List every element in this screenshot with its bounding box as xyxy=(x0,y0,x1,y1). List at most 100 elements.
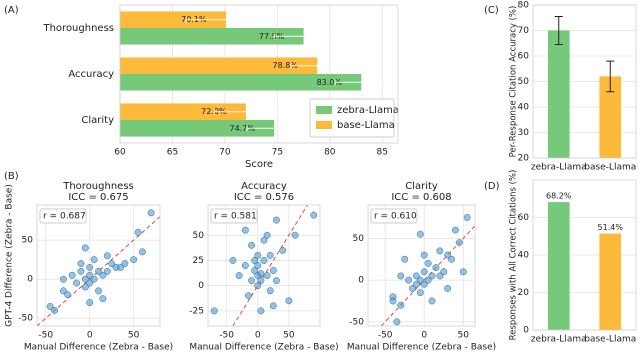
bar xyxy=(547,30,570,158)
error-bar xyxy=(606,60,615,93)
point xyxy=(272,277,280,285)
y-tick-label: 20 xyxy=(518,288,530,298)
point xyxy=(68,271,76,279)
point xyxy=(463,214,471,221)
panel-label: (B) xyxy=(4,171,19,182)
point xyxy=(272,216,280,224)
point xyxy=(103,267,111,275)
point xyxy=(416,276,424,284)
y-tick-label: 50 xyxy=(22,236,34,246)
x-tick-label: -50 xyxy=(38,331,53,341)
point xyxy=(260,236,268,244)
annotation: r = 0.687 xyxy=(43,212,86,222)
point xyxy=(416,230,424,238)
y-axis-label: GPT-4 Difference (Zebra - Base) xyxy=(5,184,15,327)
chart-subtitle: ICC = 0.576 xyxy=(234,192,294,203)
bar xyxy=(120,11,226,29)
value-label: 74.7% xyxy=(230,124,256,133)
bar xyxy=(120,74,362,91)
point xyxy=(432,264,440,272)
y-tick-label: -50 xyxy=(349,317,364,327)
value-label: 68.2% xyxy=(546,192,572,201)
point xyxy=(210,307,218,315)
point xyxy=(95,267,102,275)
value-label: 83.0% xyxy=(317,78,343,87)
x-tick-label: 80 xyxy=(324,148,336,158)
point xyxy=(393,318,401,326)
x-tick-label: 65 xyxy=(167,148,178,158)
point xyxy=(428,297,436,305)
point xyxy=(401,255,409,263)
x-tick-label: -50 xyxy=(219,331,234,341)
category-label: Thoroughness xyxy=(42,23,114,34)
x-tick-label: zebra-Llama xyxy=(531,163,587,173)
point xyxy=(397,301,405,309)
x-axis-label: Manual Difference (Zebra - Base) xyxy=(189,343,338,353)
x-tick-label: 0 xyxy=(255,331,261,341)
point xyxy=(86,299,94,307)
point xyxy=(130,256,138,264)
point xyxy=(121,260,129,267)
point xyxy=(269,302,277,310)
point xyxy=(412,272,420,280)
error-bar xyxy=(213,108,278,115)
point xyxy=(138,248,146,256)
point xyxy=(99,271,107,279)
point xyxy=(59,287,67,295)
x-tick-label: 0 xyxy=(87,331,93,341)
bar xyxy=(599,76,622,158)
y-tick-label: 0 xyxy=(198,281,204,291)
value-label: 51.4% xyxy=(598,223,624,232)
y-tick-label: 0 xyxy=(358,276,364,286)
category-label: Clarity xyxy=(81,115,114,126)
point xyxy=(424,259,432,267)
point xyxy=(263,272,271,280)
point xyxy=(420,268,428,276)
point xyxy=(397,272,405,280)
bar xyxy=(120,120,275,137)
point xyxy=(59,275,67,283)
point xyxy=(86,279,94,287)
x-tick-label: base-Llama xyxy=(584,335,636,345)
point xyxy=(147,209,155,217)
bar xyxy=(120,28,304,45)
point xyxy=(235,272,243,280)
point xyxy=(117,264,124,271)
plot-area xyxy=(367,204,476,327)
x-tick-label: 50 xyxy=(283,331,295,341)
point xyxy=(73,279,80,287)
panel-label: (A) xyxy=(4,5,19,16)
point xyxy=(444,251,452,259)
point xyxy=(279,246,287,254)
point xyxy=(285,297,293,305)
point xyxy=(424,276,432,284)
point xyxy=(436,272,444,280)
point xyxy=(77,267,85,275)
point xyxy=(444,284,452,292)
point xyxy=(257,270,265,278)
chart-title: Accuracy xyxy=(241,181,287,192)
point xyxy=(263,231,271,239)
x-axis-label: Manual Difference (Zebra - Base) xyxy=(347,343,496,353)
point xyxy=(412,280,420,288)
point xyxy=(134,228,142,236)
plot-area xyxy=(532,179,637,331)
value-label: 77.5% xyxy=(259,32,285,41)
point xyxy=(455,239,463,247)
point xyxy=(77,260,85,267)
point xyxy=(254,282,262,290)
plot-area xyxy=(36,204,161,327)
chart-title: Thoroughness xyxy=(62,181,134,192)
y-tick-label: 50 xyxy=(193,231,205,241)
plot-area xyxy=(119,4,399,144)
identity-line xyxy=(232,204,308,327)
y-tick-label: 60 xyxy=(518,213,530,223)
plot-area xyxy=(532,4,637,159)
point xyxy=(254,251,262,259)
legend-label: base-Llama xyxy=(337,120,395,131)
point xyxy=(86,271,94,279)
point xyxy=(95,287,102,295)
point xyxy=(241,262,249,269)
y-tick-label: 0 xyxy=(523,326,529,336)
point xyxy=(440,268,448,276)
